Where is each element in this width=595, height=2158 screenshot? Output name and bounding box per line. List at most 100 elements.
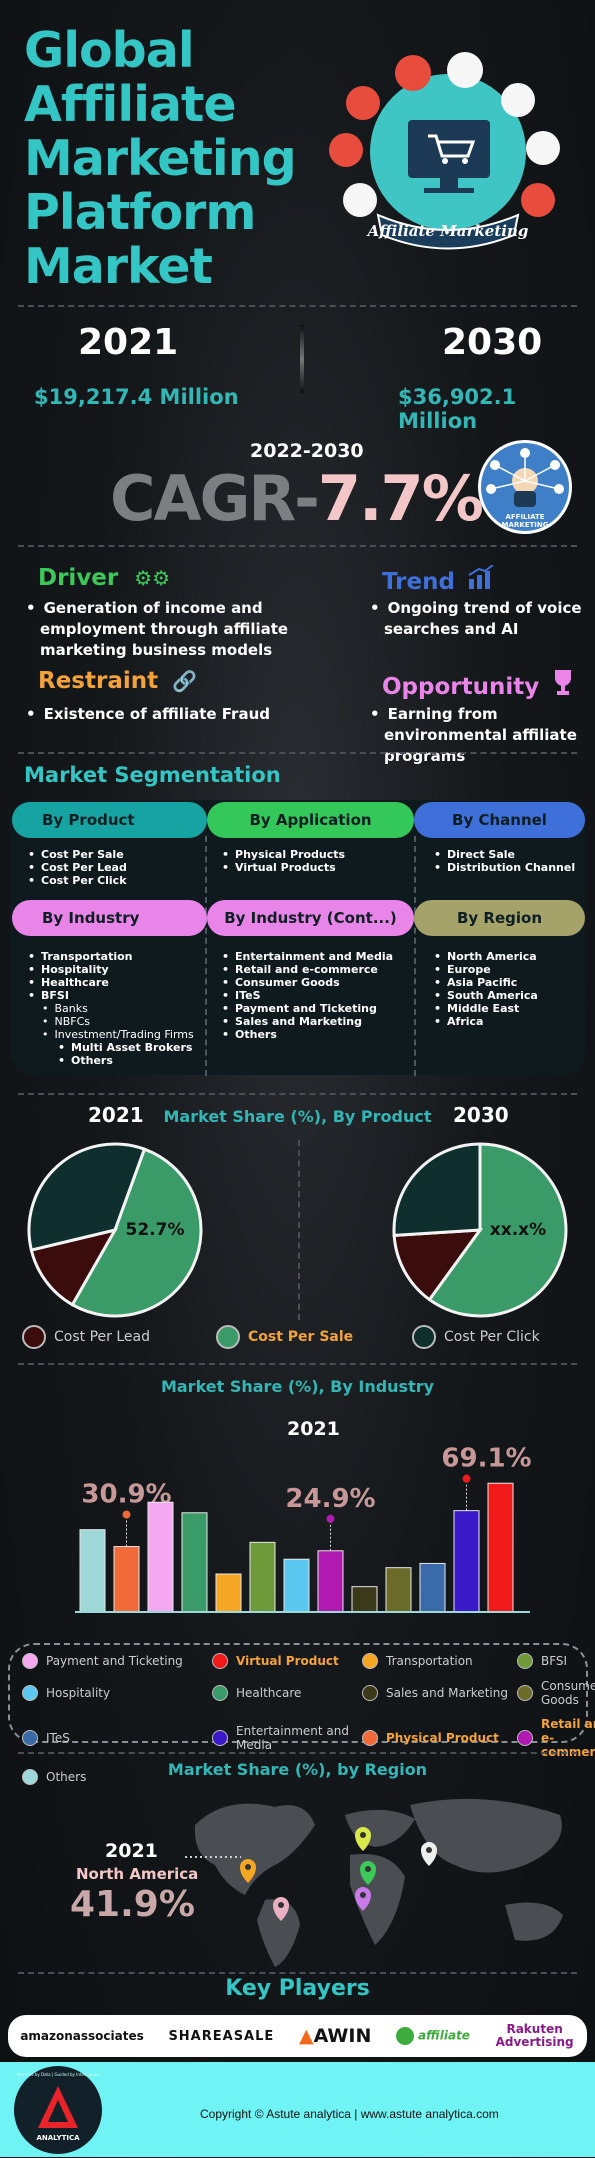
by-region-list: North America Europe Asia Pacific South … [434,950,538,1028]
rakuten-logo: Rakuten Advertising [495,2022,574,2049]
bar-healthcare [181,1512,208,1613]
divider [18,1363,577,1365]
by-industry-header: By Industry [12,900,207,936]
pie-chart-2030: xx.x% [392,1142,568,1318]
bar-others [487,1482,514,1613]
pie-2021-label: 52.7% [126,1220,185,1240]
pie-slice-cost-per-sale [427,1142,568,1318]
by-region-header: By Region [414,900,585,936]
mail-icon [521,183,555,217]
divider [18,1752,577,1754]
cagr-badge: AFFILIATE MARKETING [478,440,572,534]
trend-title: Trend [382,564,495,595]
amazon-logo: amazonassociates [20,2029,144,2043]
opportunity-text: Earning from environmental affiliate pro… [384,704,589,767]
pie-icon [447,52,483,88]
legend-item-physical-product: Physical Product [362,1717,517,1759]
pie-2021-year: 2021 [88,1103,144,1127]
bar-retail-and-e-commerce [317,1550,344,1613]
bar-chart-year: 2021 [287,1418,340,1440]
south-america-pin-icon [273,1897,289,1921]
industry-legend: Payment and Ticketing Virtual Product Tran… [8,1643,595,1785]
region-name: North America [76,1865,199,1883]
bar-physical-product [113,1546,140,1613]
region-year: 2021 [105,1840,158,1862]
badge-text: Affiliate Marketing [366,222,529,240]
divider [205,836,207,1076]
bar-transportation [215,1573,242,1613]
cagr: CAGR-7.7% [110,462,484,535]
pie-chart-2021: 52.7% [27,1142,203,1318]
restraint-title: Restraint 🔗 [38,668,198,694]
start-value: $19,217.4 Million [34,385,239,409]
idea-icon [329,133,363,167]
wifi-icon [346,86,380,120]
restraint-text: Existence of affiliate Fraud [40,704,340,725]
legend-item-healthcare: Healthcare [212,1679,362,1707]
callout-dot [326,1514,335,1523]
network-icon [486,448,564,507]
segmentation-title: Market Segmentation [24,763,281,787]
legend-item-virtual-product: Virtual Product [212,1653,362,1669]
divider [18,1972,577,1974]
legend-item-bfsi: BFSI [517,1653,587,1669]
key-players-title: Key Players [225,1976,370,2001]
legend-cost-per-click: Cost Per Click [412,1325,540,1349]
end-value: $36,902.1 Million [398,385,517,433]
bar-ites [79,1529,106,1613]
shareasale-logo: SHAREASALE [168,2028,275,2044]
opportunity-title: Opportunity [382,668,575,700]
link-icon: 🔗 [172,669,198,693]
europe-pin-icon [355,1827,371,1851]
industry-chart-title: Market Share (%), By Industry [160,1377,435,1396]
cj-affiliate-logo: affiliate [396,2027,470,2045]
end-year: 2030 [442,322,543,363]
astute-logo-icon [38,2086,78,2128]
bar-entertainment-and-media [419,1562,446,1613]
trend-chart-icon [468,564,494,589]
legend-item-consumer-goods: Consumer Goods [517,1679,595,1707]
driver-title: Driver ⚙⚙ [38,565,171,591]
region-chart-title: Market Share (%), by Region [167,1760,428,1779]
pie-slice-cost-per-sale [70,1147,203,1318]
callout-label: 69.1% [441,1444,531,1474]
affiliate-marketing-illustration: Affiliate Marketing [329,52,560,250]
by-application-list: Physical Products Virtual Products [222,848,345,874]
pie-slice-cost-per-lead [392,1228,484,1302]
legend-item-sales-and-marketing: Sales and Marketing [362,1679,517,1707]
divider [18,305,577,307]
legend-item-retail-and-e-commerce: Retail and e-commerce [517,1717,595,1759]
pie-slice-cost-per-click [27,1142,147,1252]
year-divider [300,325,304,393]
megaphone-icon [343,183,377,217]
by-application-header: By Application [207,802,414,838]
start-year: 2021 [78,322,179,363]
product-chart-title: Market Share (%), By Product [163,1107,432,1126]
driver-text: Generation of income and employment thro… [40,598,340,661]
bar-bfsi [385,1567,412,1613]
bar-chart-industry: 30.9% 24.9%69.1% [75,1444,532,1613]
cart-icon [428,134,476,158]
awin-logo: ▲AWIN [298,2025,372,2047]
divider [414,836,416,1076]
bar-consumer-goods [249,1541,276,1613]
by-industry-list: Transportation Hospitality Healthcare BF… [28,950,194,1067]
legend-item-transportation: Transportation [362,1653,517,1669]
bar-virtual-product [453,1510,480,1613]
legend-item-payment-and-ticketing: Payment and Ticketing [22,1653,212,1669]
middle-east-pin-icon [360,1861,376,1885]
divider [18,545,577,547]
key-players-strip: amazonassociates SHAREASALE ▲AWIN affili… [8,2015,587,2057]
logo-tagline: Powered by Data | Guided by Intelligence [16,2072,100,2077]
trend-text: Ongoing trend of voice searches and AI [384,598,584,640]
legend-cost-per-sale: Cost Per Sale [216,1325,353,1349]
callout-label: 24.9% [285,1484,375,1514]
bar-payment-and-ticketing [147,1501,174,1613]
divider [18,752,577,754]
asia-pacific-pin-icon [421,1842,437,1866]
bar-hospitality [283,1558,310,1613]
card-icon [526,131,560,165]
monitor-icon [408,120,490,178]
copyright: Copyright © Astute analytica | www.astut… [200,2107,499,2121]
search-icon [395,55,431,91]
